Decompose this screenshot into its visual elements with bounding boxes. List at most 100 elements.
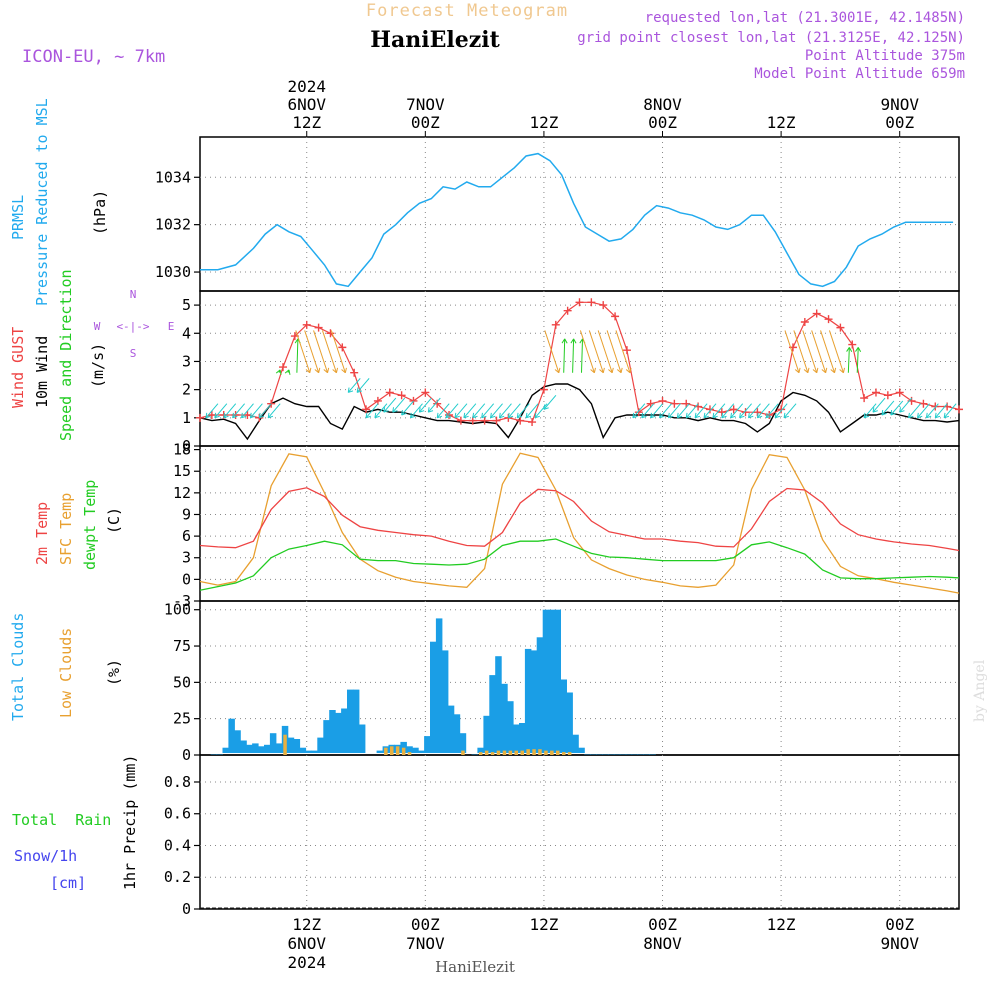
y-tick-label: 0 — [182, 437, 191, 455]
gust-marker — [314, 323, 323, 332]
wind-arrow — [258, 403, 272, 419]
wind-arrow — [321, 330, 337, 373]
wind-arrow — [267, 403, 281, 419]
total-cloud-bar — [596, 754, 603, 755]
wind-label: 10m Wind — [33, 336, 51, 408]
wind-arrow — [241, 403, 254, 419]
wind-arrowhead — [472, 412, 478, 419]
cloud-labels: Total Clouds Low Clouds (%) — [9, 613, 123, 721]
wind-arrow — [676, 403, 690, 419]
compass-rose: N S W E <-|-> — [94, 288, 175, 360]
total-cloud-bar — [329, 710, 336, 753]
wind-arrow — [313, 330, 329, 373]
wind-arrowhead — [730, 412, 736, 419]
wind-arrow — [383, 397, 397, 413]
wind-arrowhead — [650, 412, 656, 419]
top-axis-label: 6NOV — [287, 95, 326, 114]
wind-arrow — [926, 403, 939, 419]
y-tick-label: 25 — [173, 710, 191, 728]
compass-s: S — [130, 347, 137, 360]
total-cloud-bar — [252, 743, 259, 753]
wind-speed-line — [199, 383, 960, 441]
wind-arrow — [632, 403, 646, 419]
y-tick-label: 1032 — [155, 216, 191, 234]
wind-arrow — [890, 400, 904, 416]
wind-plot — [196, 298, 963, 441]
total-cloud-bar — [299, 747, 307, 753]
dew-label: dewpt Temp — [81, 480, 99, 570]
total-cloud-bar — [619, 754, 627, 755]
wind-arrowhead — [347, 387, 354, 393]
wind-arrow — [330, 330, 346, 373]
wind-arrow — [588, 330, 604, 373]
total-cloud-bar — [459, 733, 467, 753]
gust-marker — [871, 388, 880, 397]
gust-marker — [373, 396, 382, 405]
wind-arrowhead — [241, 412, 247, 419]
low-cloud-bar — [567, 752, 572, 755]
clouds-unit: (%) — [105, 659, 123, 686]
y-tick-label: 0 — [182, 570, 191, 588]
precip-unit: 1hr Precip (mm) — [121, 755, 139, 890]
wind-arrow — [659, 403, 672, 419]
wind-arrow — [419, 397, 432, 413]
y-tick-label: 2 — [182, 381, 191, 399]
pressure-line — [200, 152, 954, 288]
wind-arrow — [581, 338, 583, 373]
y-tick-label: 50 — [173, 673, 191, 691]
wind-arrowhead — [803, 367, 810, 374]
gust-marker — [480, 416, 489, 425]
bottom-axis-label: 6NOV — [287, 934, 326, 953]
wind-arrowhead — [703, 412, 709, 419]
wind-arrow — [543, 394, 557, 410]
y-tick-label: 15 — [173, 462, 191, 480]
sfc-temp-line — [199, 452, 960, 594]
wind-arrowhead — [534, 412, 540, 419]
wind-arrowhead — [543, 404, 549, 410]
total-cloud-bar — [400, 741, 407, 753]
total-cloud-bar — [210, 754, 218, 755]
wind-arrowhead — [830, 367, 837, 374]
wind-arrow — [365, 403, 379, 419]
requested-coords: requested lon,lat (21.3001E, 42.1485N) — [645, 10, 965, 26]
wind-arrow — [295, 330, 311, 373]
wind-arrow — [544, 330, 560, 373]
model-altitude: Model Point Altitude 659m — [754, 66, 965, 82]
total-cloud-bar — [578, 747, 585, 753]
wind-arrowhead — [685, 412, 692, 419]
wind-arrowhead — [863, 412, 870, 419]
wind-arrow — [347, 378, 361, 393]
wind-arrowhead — [365, 412, 371, 419]
wind-arrowhead — [783, 412, 789, 419]
y-tick-label: 3 — [182, 352, 191, 370]
total-cloud-bar — [483, 715, 490, 753]
wind-arrowhead — [516, 412, 523, 419]
wind-arrowhead — [632, 412, 638, 419]
wind-arrowhead — [872, 407, 878, 413]
gust-marker — [919, 399, 928, 408]
y-tick-label: 1034 — [155, 168, 191, 186]
total-cloud-bar — [607, 754, 615, 755]
total-cloud-bar — [507, 701, 514, 753]
total-cloud-bar — [590, 754, 597, 755]
gust-marker — [634, 408, 643, 417]
gust-marker — [895, 388, 904, 397]
total-cloud-bar — [435, 618, 443, 753]
low-cloud-bar — [478, 752, 483, 755]
y-tick-label: 12 — [173, 484, 191, 502]
wind-arrowhead — [418, 407, 425, 413]
y-tick-label: 0 — [182, 900, 191, 918]
total-cloud-bar — [637, 754, 644, 755]
total-cloud-bar — [649, 754, 656, 755]
wind-arrow — [579, 330, 595, 373]
gust-marker — [243, 411, 252, 419]
top-axis-label: 12Z — [767, 113, 796, 132]
total-cloud-bar — [602, 754, 609, 755]
gust-marker — [741, 408, 750, 417]
precip-ticks: 0 0.2 0.4 0.6 0.8 — [164, 773, 200, 918]
wind-arrow — [374, 403, 388, 419]
wind-arrowhead — [748, 412, 754, 419]
gust-marker — [836, 323, 845, 332]
wind-arrow — [304, 330, 320, 373]
gust-marker — [397, 391, 406, 400]
